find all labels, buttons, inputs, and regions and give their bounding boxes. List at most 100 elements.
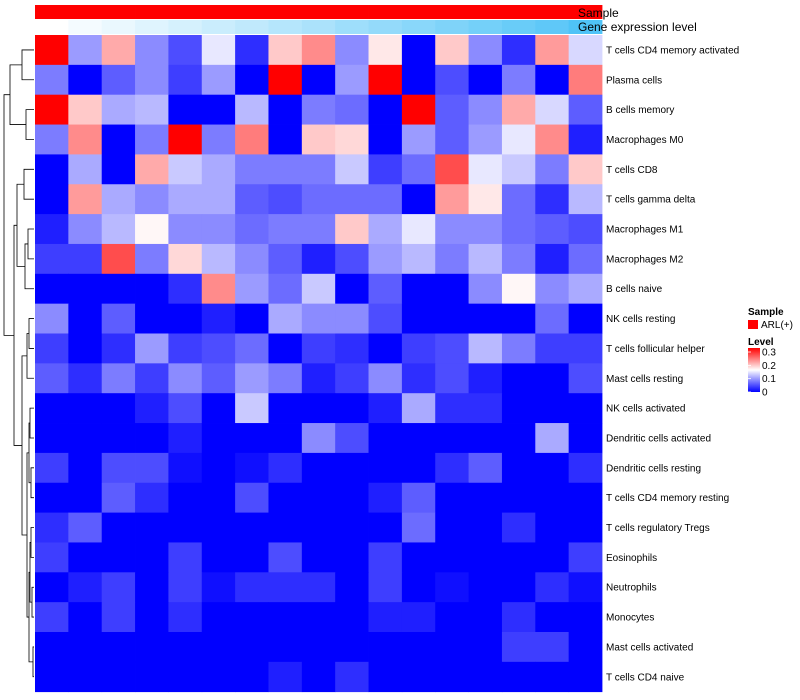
heatmap-cell (568, 94, 603, 125)
dendrogram-branch (24, 243, 34, 290)
heatmap-cell (435, 602, 469, 633)
heatmap-cell (168, 154, 203, 185)
heatmap-cell (401, 273, 436, 305)
expression-annotation-cell (501, 20, 536, 34)
heatmap-cell (401, 512, 436, 543)
heatmap-cell (535, 154, 570, 185)
heatmap-cell (301, 661, 336, 693)
heatmap-cell (501, 661, 536, 693)
heatmap-cell (535, 423, 570, 454)
heatmap-cell (501, 273, 536, 305)
heatmap-cell (535, 393, 570, 424)
heatmap-cell (335, 393, 369, 424)
heatmap-cell (268, 512, 303, 543)
heatmap-cell (501, 214, 536, 245)
heatmap-cell (535, 512, 570, 543)
heatmap-cell (301, 94, 336, 125)
heatmap-cell (201, 542, 236, 573)
heatmap-cell (401, 661, 436, 693)
heatmap-cell (468, 661, 503, 693)
heatmap-cell (101, 303, 136, 334)
heatmap-cell (235, 333, 269, 364)
heatmap-cell (68, 393, 103, 424)
heatmap-cell (468, 452, 503, 484)
heatmap-cell (368, 632, 403, 663)
legend-tick-label: 0 (762, 388, 768, 399)
heatmap-cell (535, 64, 570, 96)
heatmap-cell (401, 64, 436, 96)
expression-annotation-label: Gene expression level (578, 20, 697, 34)
heatmap-cell (35, 303, 69, 334)
heatmap-cell (435, 64, 469, 96)
dendrogram-branch (9, 64, 26, 125)
legend-level-ticks: 0.3 0.2 0.1 0 (748, 348, 776, 399)
heatmap-cell (568, 64, 603, 96)
heatmap-cell (68, 542, 103, 573)
heatmap-cell (468, 393, 503, 424)
heatmap-cell (301, 35, 336, 66)
heatmap-cells (35, 35, 603, 693)
heatmap-cell (401, 423, 436, 454)
heatmap-cell (501, 363, 536, 394)
heatmap-cell (35, 393, 69, 424)
heatmap-cell (201, 124, 236, 155)
heatmap-cell (568, 423, 603, 454)
heatmap-cell (268, 602, 303, 633)
heatmap-cell (368, 124, 403, 155)
expression-annotation-cell (235, 20, 269, 34)
heatmap-cell (535, 273, 570, 305)
heatmap-cell (568, 661, 603, 693)
heatmap-cell (268, 214, 303, 245)
heatmap-cell (368, 452, 403, 484)
heatmap-cell (335, 154, 369, 185)
heatmap-cell (35, 661, 69, 693)
heatmap-cell (201, 243, 236, 275)
heatmap-cell (501, 632, 536, 663)
heatmap-cell (235, 124, 269, 155)
heatmap-cell (435, 542, 469, 573)
legend-tick-label: 0.3 (762, 348, 776, 359)
heatmap-cell (501, 303, 536, 334)
heatmap-cell (101, 35, 136, 66)
sample-annotation-cell (568, 5, 603, 19)
row-label: Mast cells resting (606, 374, 683, 385)
heatmap-cell (201, 303, 236, 334)
heatmap-cell (201, 333, 236, 364)
heatmap-cell (101, 154, 136, 185)
heatmap-cell (468, 572, 503, 603)
heatmap-cell (135, 303, 169, 334)
heatmap-cell (35, 423, 69, 454)
heatmap-cell (168, 423, 203, 454)
heatmap-cell (135, 602, 169, 633)
expression-annotation-cell (168, 20, 203, 34)
heatmap-cell (401, 333, 436, 364)
heatmap-cell (468, 482, 503, 513)
heatmap-cell (201, 423, 236, 454)
heatmap-cell (101, 602, 136, 633)
heatmap-cell (101, 124, 136, 155)
heatmap-cell (301, 423, 336, 454)
heatmap-cell (168, 243, 203, 275)
heatmap-cell (368, 423, 403, 454)
sample-annotation-cell (201, 5, 236, 19)
heatmap-cell (301, 393, 336, 424)
heatmap-cell (401, 303, 436, 334)
heatmap-cell (35, 64, 69, 96)
heatmap-cell (68, 632, 103, 663)
heatmap-cell (568, 154, 603, 185)
heatmap-cell (368, 602, 403, 633)
heatmap-cell (101, 482, 136, 513)
heatmap-cell (401, 393, 436, 424)
heatmap-cell (201, 35, 236, 66)
heatmap-cell (435, 363, 469, 394)
expression-annotation-cell (568, 20, 603, 34)
heatmap-cell (501, 243, 536, 275)
sample-annotation-cell (401, 5, 436, 19)
heatmap-cell (335, 602, 369, 633)
row-label: B cells naive (606, 284, 663, 295)
heatmap-cell (435, 273, 469, 305)
heatmap-cell (68, 512, 103, 543)
heatmap-cell (268, 303, 303, 334)
heatmap-cell (535, 572, 570, 603)
dendrogram-branch (30, 467, 34, 499)
